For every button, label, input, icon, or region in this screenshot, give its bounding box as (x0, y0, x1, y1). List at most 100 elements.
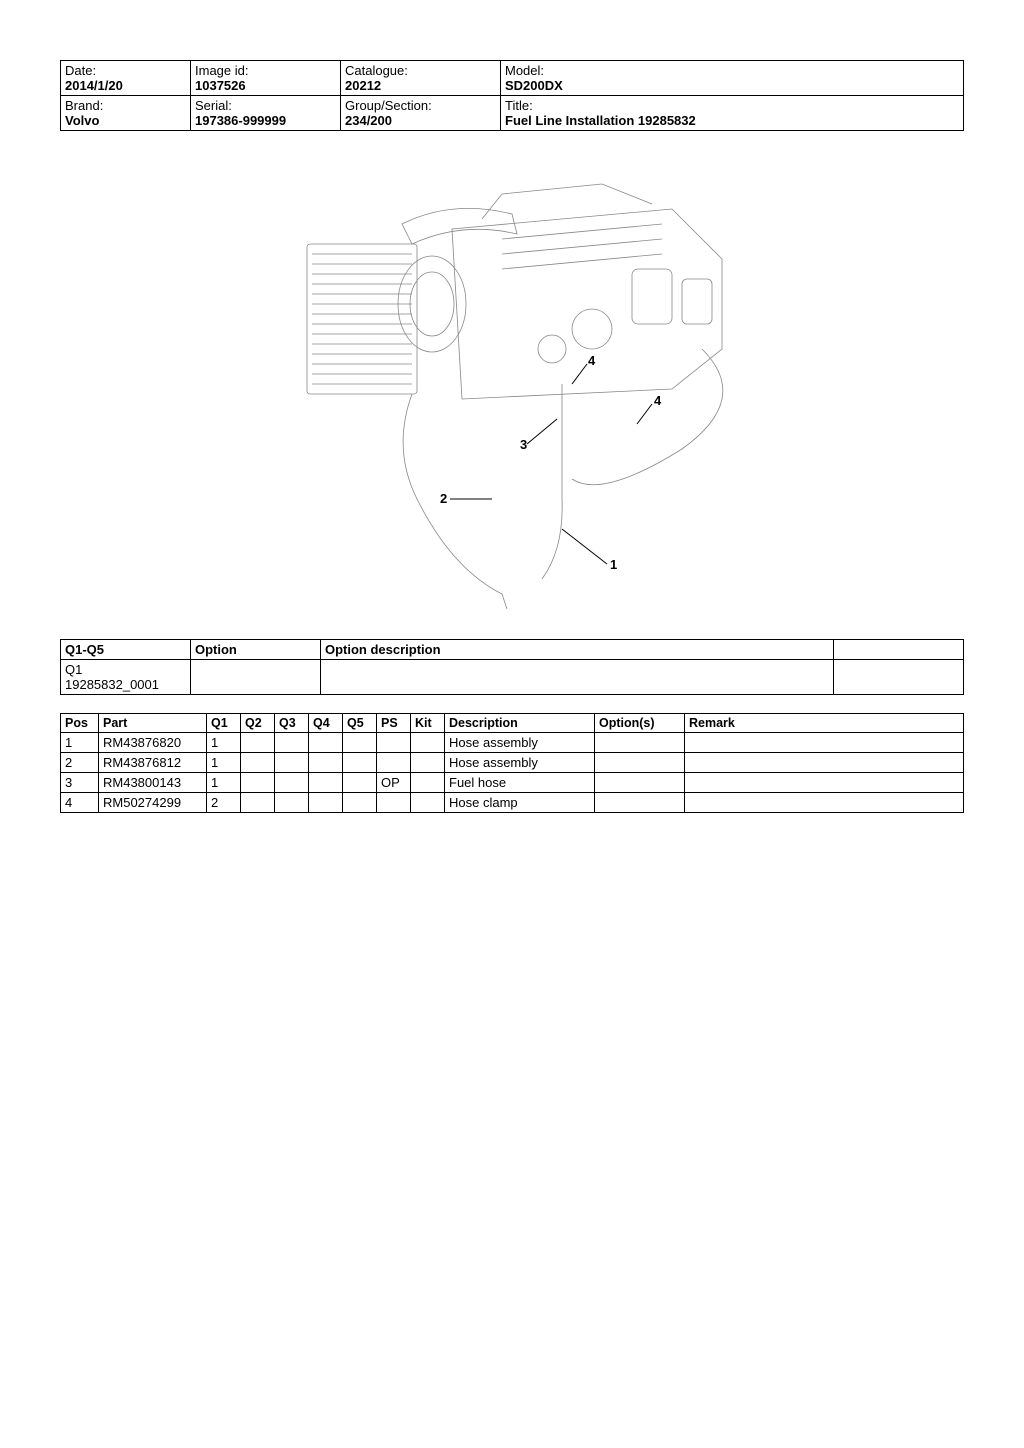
parts-h-part: Part (99, 714, 207, 733)
parts-cell-q3 (275, 753, 309, 773)
option-row1-option (191, 660, 321, 695)
option-row1-line2: 19285832_0001 (65, 677, 159, 692)
table-row: 4RM502742992Hose clamp (61, 793, 964, 813)
brand-value: Volvo (65, 113, 186, 128)
parts-h-desc: Description (445, 714, 595, 733)
parts-cell-kit (411, 793, 445, 813)
parts-cell-ps (377, 733, 411, 753)
parts-cell-pos: 1 (61, 733, 99, 753)
parts-cell-kit (411, 773, 445, 793)
date-label: Date: (65, 63, 186, 78)
image-id-label: Image id: (195, 63, 336, 78)
callout-1: 1 (610, 557, 617, 572)
parts-cell-q2 (241, 753, 275, 773)
parts-cell-q5 (343, 753, 377, 773)
parts-cell-opts (595, 793, 685, 813)
parts-cell-q5 (343, 793, 377, 813)
exploded-diagram-container: 1 2 3 4 4 (60, 149, 964, 619)
parts-h-ps: PS (377, 714, 411, 733)
parts-cell-q4 (309, 733, 343, 753)
parts-h-q1: Q1 (207, 714, 241, 733)
group-label: Group/Section: (345, 98, 496, 113)
header-info-table: Date: 2014/1/20 Image id: 1037526 Catalo… (60, 60, 964, 131)
serial-label: Serial: (195, 98, 336, 113)
table-row: 3RM438001431 OP Fuel hose (61, 773, 964, 793)
parts-cell-q5 (343, 773, 377, 793)
parts-h-pos: Pos (61, 714, 99, 733)
parts-h-q3: Q3 (275, 714, 309, 733)
parts-cell-desc: Hose clamp (445, 793, 595, 813)
parts-cell-ps (377, 793, 411, 813)
parts-cell-kit (411, 753, 445, 773)
parts-h-q2: Q2 (241, 714, 275, 733)
parts-cell-opts (595, 773, 685, 793)
option-row1-blank (834, 660, 964, 695)
option-row1-desc (321, 660, 834, 695)
option-col-q: Q1-Q5 (61, 640, 191, 660)
parts-cell-q3 (275, 793, 309, 813)
parts-cell-q2 (241, 733, 275, 753)
model-label: Model: (505, 63, 959, 78)
parts-table: Pos Part Q1 Q2 Q3 Q4 Q5 PS Kit Descripti… (60, 713, 964, 813)
callout-3: 3 (520, 437, 527, 452)
parts-cell-q2 (241, 793, 275, 813)
parts-cell-q1: 1 (207, 733, 241, 753)
exploded-diagram: 1 2 3 4 4 (252, 149, 772, 619)
serial-value: 197386-999999 (195, 113, 336, 128)
parts-cell-remark (685, 753, 964, 773)
model-value: SD200DX (505, 78, 959, 93)
parts-cell-q4 (309, 753, 343, 773)
table-row: 1RM438768201 Hose assembly (61, 733, 964, 753)
callout-2: 2 (440, 491, 447, 506)
parts-cell-q2 (241, 773, 275, 793)
parts-cell-desc: Hose assembly (445, 753, 595, 773)
image-id-value: 1037526 (195, 78, 336, 93)
parts-cell-remark (685, 733, 964, 753)
parts-cell-ps (377, 753, 411, 773)
parts-cell-desc: Fuel hose (445, 773, 595, 793)
option-table: Q1-Q5 Option Option description Q1 19285… (60, 639, 964, 695)
parts-cell-remark (685, 773, 964, 793)
parts-h-opts: Option(s) (595, 714, 685, 733)
callout-4b: 4 (654, 393, 661, 408)
parts-cell-opts (595, 733, 685, 753)
parts-cell-q5 (343, 733, 377, 753)
parts-cell-q1: 2 (207, 793, 241, 813)
parts-cell-pos: 4 (61, 793, 99, 813)
parts-cell-q1: 1 (207, 773, 241, 793)
brand-label: Brand: (65, 98, 186, 113)
parts-cell-kit (411, 733, 445, 753)
parts-cell-part: RM43876812 (99, 753, 207, 773)
parts-cell-q4 (309, 773, 343, 793)
parts-cell-part: RM43876820 (99, 733, 207, 753)
date-value: 2014/1/20 (65, 78, 186, 93)
parts-cell-ps: OP (377, 773, 411, 793)
title-label: Title: (505, 98, 959, 113)
catalogue-label: Catalogue: (345, 63, 496, 78)
title-value: Fuel Line Installation 19285832 (505, 113, 959, 128)
parts-cell-q1: 1 (207, 753, 241, 773)
parts-cell-remark (685, 793, 964, 813)
catalogue-value: 20212 (345, 78, 496, 93)
option-col-blank (834, 640, 964, 660)
parts-cell-q4 (309, 793, 343, 813)
parts-h-remark: Remark (685, 714, 964, 733)
callout-4a: 4 (588, 353, 595, 368)
parts-h-q4: Q4 (309, 714, 343, 733)
parts-h-q5: Q5 (343, 714, 377, 733)
parts-cell-pos: 3 (61, 773, 99, 793)
option-col-option: Option (191, 640, 321, 660)
parts-cell-q3 (275, 733, 309, 753)
parts-cell-desc: Hose assembly (445, 733, 595, 753)
engine-diagram-svg (252, 149, 772, 619)
option-row1-q: Q1 19285832_0001 (61, 660, 191, 695)
option-col-desc: Option description (321, 640, 834, 660)
parts-h-kit: Kit (411, 714, 445, 733)
option-row1-line1: Q1 (65, 662, 82, 677)
parts-cell-q3 (275, 773, 309, 793)
parts-cell-opts (595, 753, 685, 773)
parts-cell-part: RM43800143 (99, 773, 207, 793)
group-value: 234/200 (345, 113, 496, 128)
table-row: 2RM438768121 Hose assembly (61, 753, 964, 773)
parts-cell-pos: 2 (61, 753, 99, 773)
